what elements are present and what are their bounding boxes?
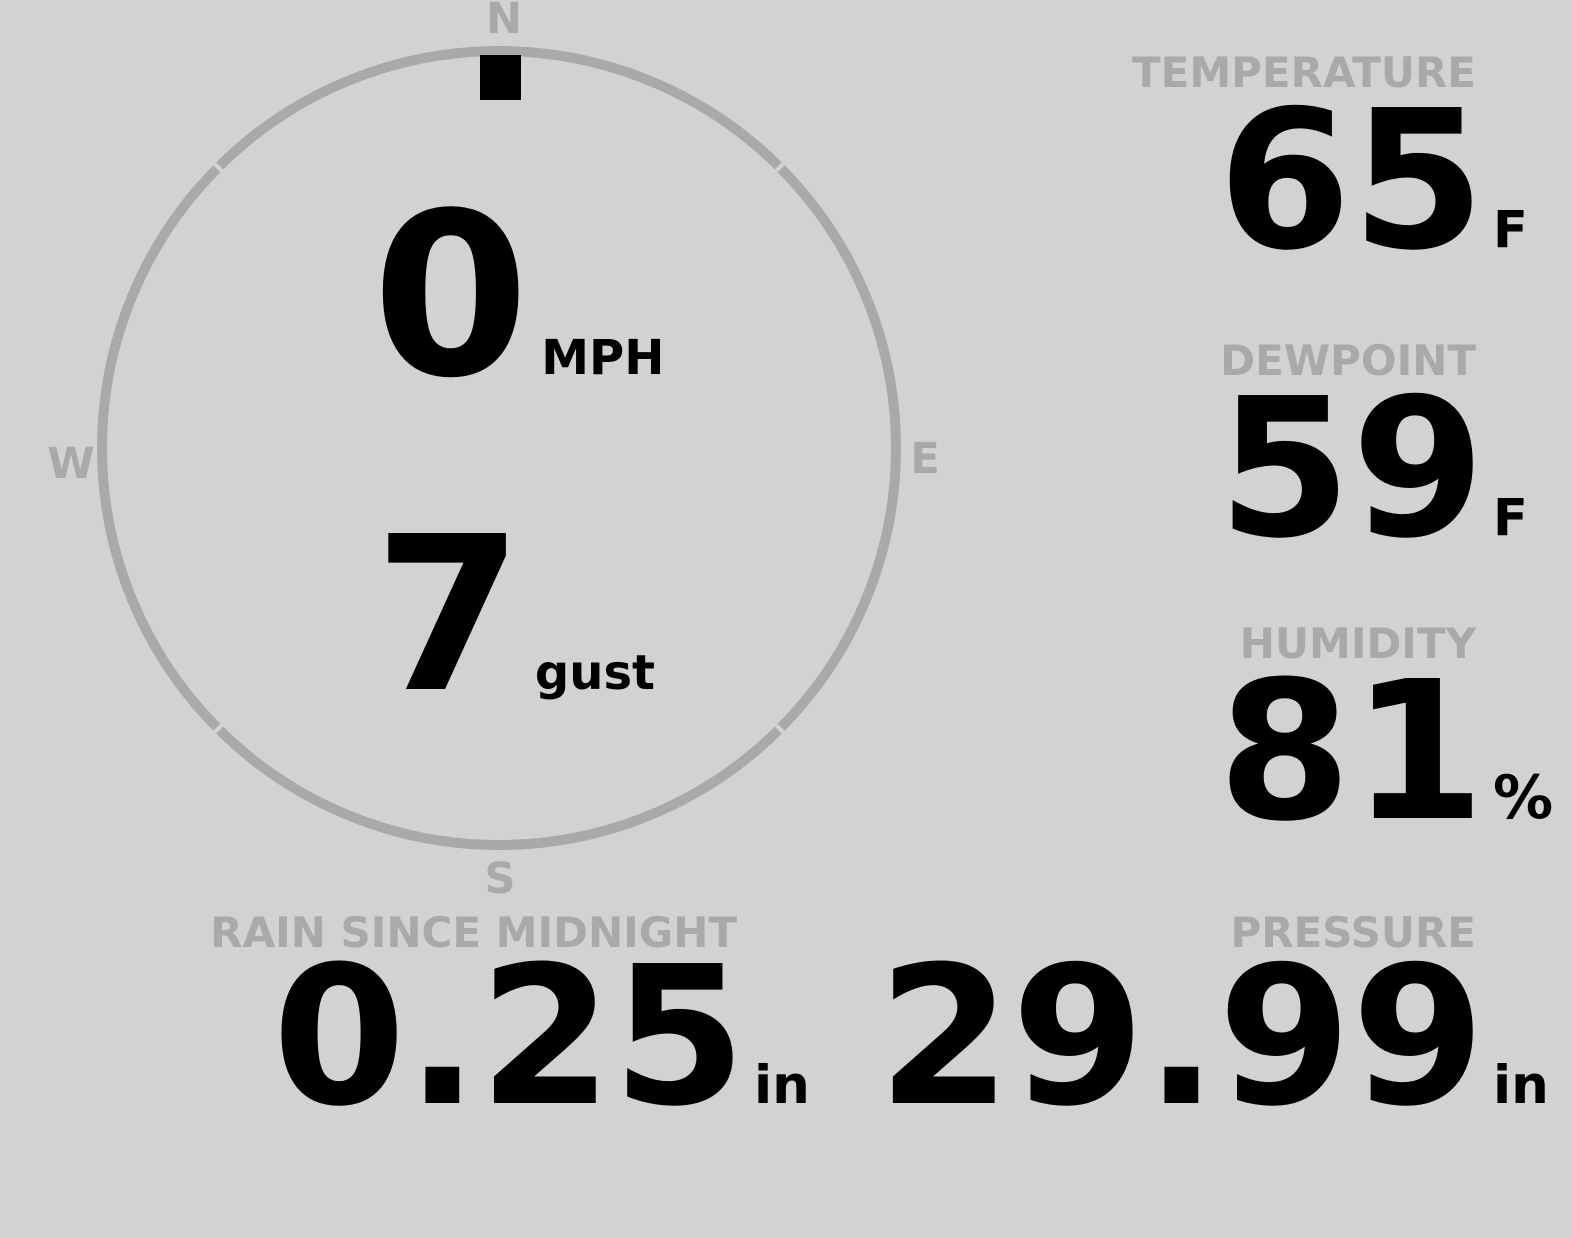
dewpoint-tile: DEWPOINT 59 F	[1218, 340, 1551, 566]
compass-circle	[97, 46, 901, 850]
rain-value: 0.25	[272, 926, 746, 1149]
humidity-value: 81	[1217, 641, 1485, 864]
rain-label: RAIN SINCE MIDNIGHT	[210, 908, 737, 957]
dewpoint-label: DEWPOINT	[1220, 336, 1476, 385]
wind-speed-unit: MPH	[541, 330, 665, 386]
wind-direction-marker	[480, 55, 521, 100]
dewpoint-value: 59	[1217, 358, 1485, 581]
pressure-label: PRESSURE	[1230, 908, 1476, 957]
pressure-value: 29.99	[877, 926, 1485, 1149]
wind-gust-unit: gust	[534, 645, 655, 701]
rain-unit: in	[754, 1055, 810, 1116]
rain-tile: RAIN SINCE MIDNIGHT 0.25 in	[210, 912, 812, 1134]
temperature-value: 65	[1217, 70, 1485, 293]
humidity-tile: HUMIDITY 81 %	[1217, 619, 1554, 864]
temperature-label: TEMPERATURE	[1132, 48, 1476, 97]
compass-label-south: S	[484, 854, 516, 904]
pressure-tile: PRESSURE 29.99 in	[878, 912, 1551, 1134]
compass-label-west: W	[47, 439, 95, 489]
wind-speed-readout: 0 MPH	[372, 184, 664, 410]
compass-label-north: N	[486, 0, 522, 44]
wind-speed-value: 0	[372, 165, 530, 428]
wind-gust-readout: 7 gust	[374, 509, 655, 723]
dewpoint-unit: F	[1493, 489, 1528, 548]
wind-gust-value: 7	[374, 491, 523, 740]
pressure-unit: in	[1493, 1055, 1549, 1116]
humidity-unit: %	[1493, 763, 1554, 833]
temperature-tile: TEMPERATURE 65 F	[1132, 52, 1551, 278]
compass-label-east: E	[910, 434, 940, 484]
temperature-unit: F	[1493, 201, 1528, 260]
humidity-label: HUMIDITY	[1239, 619, 1476, 668]
